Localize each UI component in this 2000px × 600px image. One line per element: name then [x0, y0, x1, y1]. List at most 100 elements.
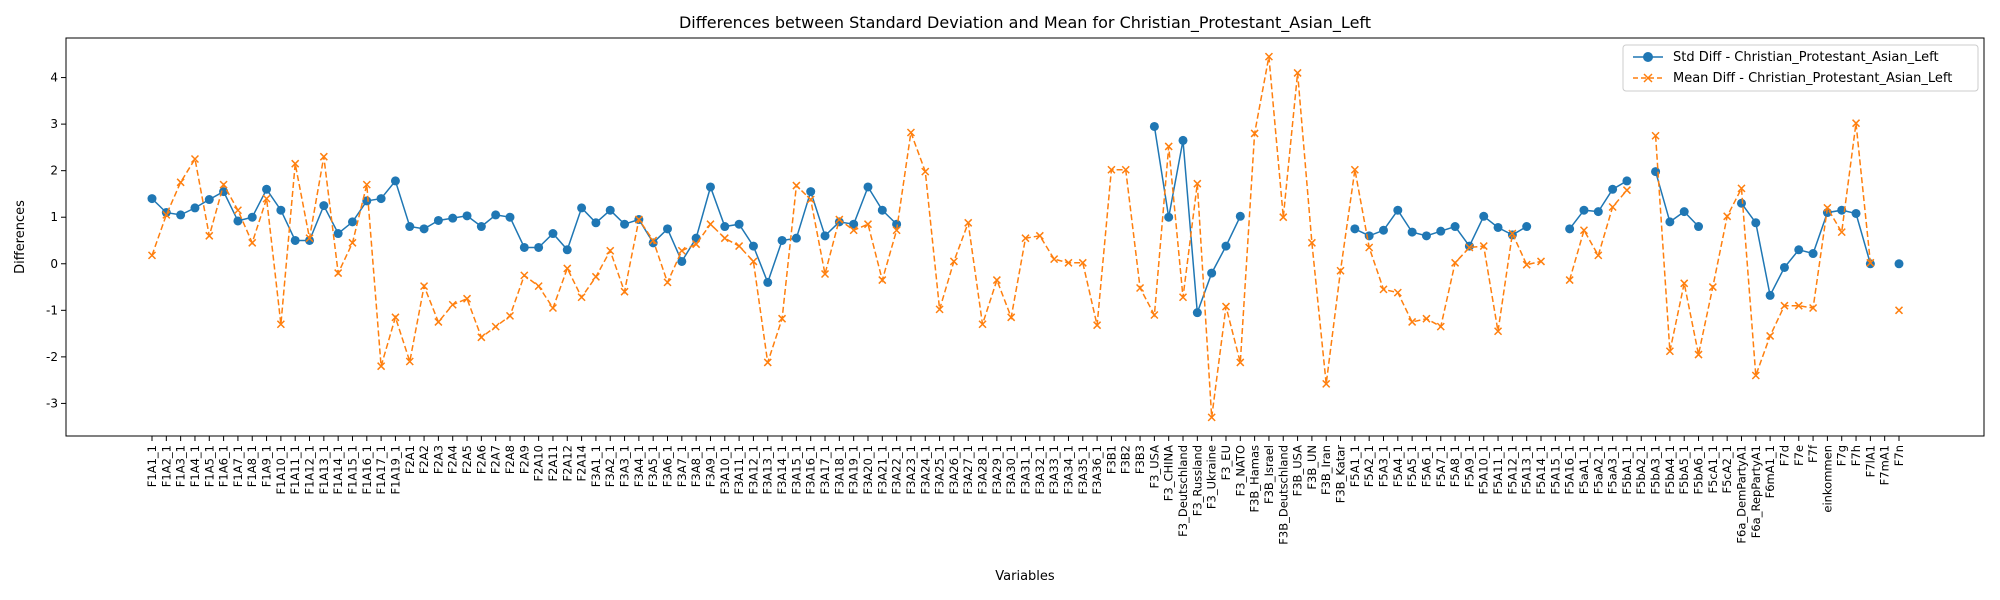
- data-point: [1479, 242, 1488, 251]
- x-tick-label: F6mA1_1: [1763, 445, 1777, 498]
- data-point: [1837, 228, 1846, 237]
- data-point: [520, 271, 529, 280]
- x-tick-label: F3A12_1: [746, 445, 760, 495]
- x-tick-label: F3A26_1: [947, 445, 961, 495]
- legend: Std Diff - Christian_Protestant_Asian_Le…: [1622, 44, 1979, 92]
- y-axis-label: Differences: [13, 200, 28, 274]
- data-point: [1207, 268, 1217, 278]
- x-tick-label: F3A23_1: [904, 445, 918, 495]
- x-tick-label: F3A25_1: [933, 445, 947, 495]
- data-point: [1136, 283, 1145, 293]
- data-point: [548, 303, 557, 313]
- data-point: [563, 264, 572, 273]
- x-tick-label: F5A9_1: [1462, 445, 1476, 487]
- data-point: [849, 226, 858, 235]
- x-tick-label: F5aA3_1: [1606, 445, 1620, 494]
- x-tick-label: F5A1_1: [1348, 445, 1362, 487]
- data-point: [1064, 258, 1073, 267]
- x-tick-label: F1A4_1: [188, 445, 202, 487]
- data-point: [1852, 119, 1861, 128]
- data-point: [1150, 310, 1159, 320]
- x-tick-label: F3A8_1: [689, 445, 703, 487]
- x-tick-label: F1A16_1: [360, 445, 374, 495]
- y-tick-label: 4: [50, 71, 58, 85]
- data-point: [1751, 218, 1761, 228]
- x-tick-label: F5bA6_1: [1692, 445, 1706, 494]
- x-tick-label: F1A14_1: [331, 445, 345, 495]
- series-line: [151, 56, 1542, 418]
- data-point: [1422, 314, 1431, 323]
- x-tick-label: F3A15_1: [789, 445, 803, 495]
- data-point: [1866, 258, 1875, 267]
- data-point: [1393, 205, 1403, 215]
- data-point: [748, 241, 758, 251]
- data-point: [1193, 179, 1202, 188]
- data-point: [1765, 290, 1775, 300]
- x-tick-label: F3A9_1: [703, 445, 717, 487]
- data-point: [1178, 293, 1188, 302]
- data-point: [1236, 358, 1245, 367]
- data-point: [419, 224, 429, 234]
- x-tick-label: F3A19_1: [847, 445, 861, 495]
- x-tick-label: F5A7_1: [1434, 445, 1448, 487]
- data-point: [476, 222, 486, 232]
- data-point: [663, 278, 672, 287]
- data-point: [1465, 243, 1474, 252]
- data-point: [649, 236, 658, 245]
- data-point: [1608, 184, 1618, 194]
- data-point: [162, 210, 171, 219]
- x-tick-label: F5A6_1: [1419, 445, 1433, 487]
- data-point: [477, 333, 486, 342]
- data-point: [878, 276, 887, 285]
- x-tick-label: F5cA2_1: [1720, 445, 1734, 494]
- data-point: [1350, 165, 1359, 174]
- data-point: [462, 211, 472, 221]
- data-point: [806, 195, 815, 204]
- data-point: [1322, 379, 1331, 388]
- data-point: [1522, 260, 1531, 269]
- data-point: [491, 210, 501, 220]
- series-line: [1654, 171, 1700, 228]
- data-point: [1164, 142, 1173, 151]
- x-tick-label: F3B_Hamas: [1248, 445, 1262, 513]
- x-tick-label: F6a_RepPartyA1: [1749, 445, 1763, 538]
- data-point: [1250, 129, 1259, 138]
- data-point: [820, 269, 830, 279]
- data-point: [1536, 257, 1546, 266]
- x-tick-label: F5A3_1: [1376, 445, 1390, 487]
- data-point: [176, 178, 185, 187]
- data-point: [491, 322, 500, 331]
- x-tick-label: F3A28_1: [976, 445, 990, 495]
- y-tick-label: 2: [50, 164, 58, 178]
- data-point: [735, 242, 744, 251]
- data-point: [778, 314, 787, 323]
- data-point: [1708, 283, 1717, 292]
- data-point: [791, 233, 801, 243]
- data-point: [1364, 231, 1374, 241]
- data-point: [1093, 321, 1102, 330]
- x-tick-label: F3B3: [1133, 445, 1147, 474]
- data-point: [1450, 222, 1460, 232]
- data-point: [577, 203, 587, 213]
- data-point: [1766, 331, 1775, 340]
- data-point: [1264, 52, 1273, 61]
- x-tick-label: F5A10_1: [1477, 445, 1491, 495]
- data-point: [319, 152, 328, 161]
- series-1: [147, 52, 1904, 422]
- x-tick-label: F7h: [1849, 445, 1863, 466]
- data-point: [1665, 217, 1675, 227]
- data-point: [1736, 198, 1746, 208]
- data-point: [433, 215, 443, 225]
- x-tick-label: F1A12_1: [303, 445, 317, 495]
- data-point: [1594, 251, 1603, 260]
- x-tick-label: F3_Russland: [1190, 445, 1204, 516]
- data-point: [792, 181, 801, 190]
- data-point: [1851, 208, 1861, 218]
- series-line: [1740, 202, 1872, 298]
- data-point: [247, 212, 257, 222]
- data-point: [749, 257, 758, 266]
- y-tick-label: 3: [50, 117, 58, 131]
- data-point: [863, 182, 873, 192]
- x-tick-label: F2A5: [460, 445, 474, 474]
